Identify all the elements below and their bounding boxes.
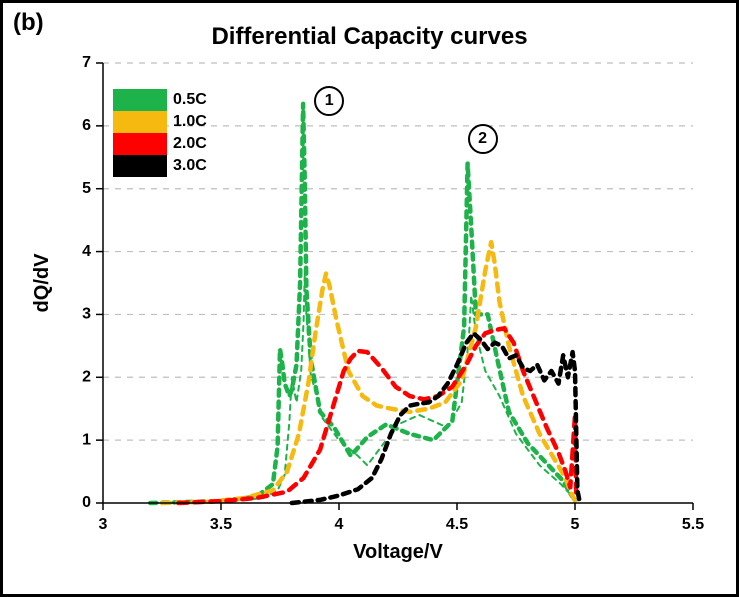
legend-label: 2.0C <box>173 135 207 153</box>
legend-item: 3.0C <box>113 155 207 177</box>
series-0.5C-thick <box>150 104 575 503</box>
legend-item: 2.0C <box>113 133 207 155</box>
ytick-label: 3 <box>82 306 91 323</box>
ytick-label: 5 <box>82 180 91 197</box>
xtick-label: 3.5 <box>210 516 232 533</box>
ytick-label: 2 <box>82 369 91 386</box>
annotation-2: 2 <box>468 124 498 154</box>
xtick-label: 4.5 <box>446 516 468 533</box>
legend-swatch <box>113 111 167 133</box>
legend: 0.5C 1.0C 2.0C 3.0C <box>113 89 207 177</box>
xtick-label: 3 <box>99 516 108 533</box>
y-axis-label: dQ/dV <box>31 253 53 313</box>
xtick-label: 4 <box>335 516 344 533</box>
legend-label: 3.0C <box>173 157 207 175</box>
xtick-label: 5.5 <box>682 516 704 533</box>
series-0.5C-thin <box>162 270 580 503</box>
legend-item: 1.0C <box>113 111 207 133</box>
legend-item: 0.5C <box>113 89 207 111</box>
legend-label: 0.5C <box>173 91 207 109</box>
ytick-label: 6 <box>82 117 91 134</box>
legend-label: 1.0C <box>173 113 207 131</box>
ytick-label: 7 <box>82 54 91 71</box>
figure-panel: { "panel_label": "(b)", "title": "Differ… <box>0 0 739 597</box>
legend-swatch <box>113 89 167 111</box>
series-1.0C <box>162 242 575 503</box>
series-3.0C <box>292 333 580 503</box>
legend-swatch <box>113 155 167 177</box>
x-axis-label: Voltage/V <box>353 541 443 563</box>
xtick-label: 5 <box>571 516 580 533</box>
ytick-label: 4 <box>82 243 91 260</box>
legend-swatch <box>113 133 167 155</box>
ytick-label: 1 <box>82 431 91 448</box>
ytick-label: 0 <box>82 494 91 511</box>
